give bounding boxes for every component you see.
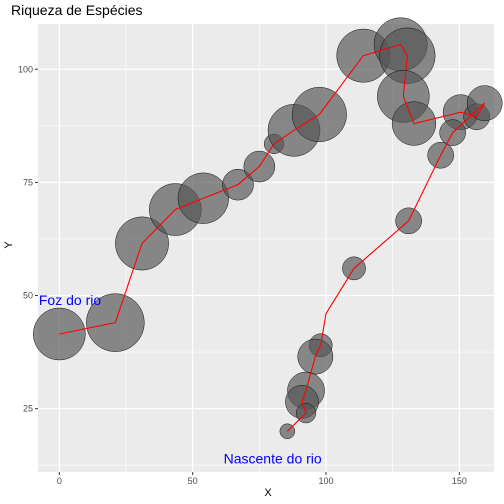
y-tick-label: 25 xyxy=(23,404,33,414)
x-axis-title: X xyxy=(264,487,272,499)
river-path-line xyxy=(59,43,486,432)
y-axis: 25 50 75 100 xyxy=(18,64,38,414)
y-axis-title: Y xyxy=(3,241,15,249)
annotations: Foz do rio Nascente do rio xyxy=(39,292,322,466)
y-tick-label: 75 xyxy=(23,177,33,187)
chart-title: Riqueza de Espécies xyxy=(11,2,143,18)
annotation-label: Nascente do rio xyxy=(224,450,322,466)
x-axis: 0 50 100 150 xyxy=(57,472,467,486)
y-tick-label: 100 xyxy=(18,64,33,74)
x-tick-label: 0 xyxy=(57,476,62,486)
river-path xyxy=(59,43,486,432)
x-tick-label: 150 xyxy=(452,476,467,486)
x-tick-label: 100 xyxy=(318,476,333,486)
annotation-label: Foz do rio xyxy=(39,292,101,308)
x-tick-label: 50 xyxy=(188,476,198,486)
y-tick-label: 50 xyxy=(23,291,33,301)
